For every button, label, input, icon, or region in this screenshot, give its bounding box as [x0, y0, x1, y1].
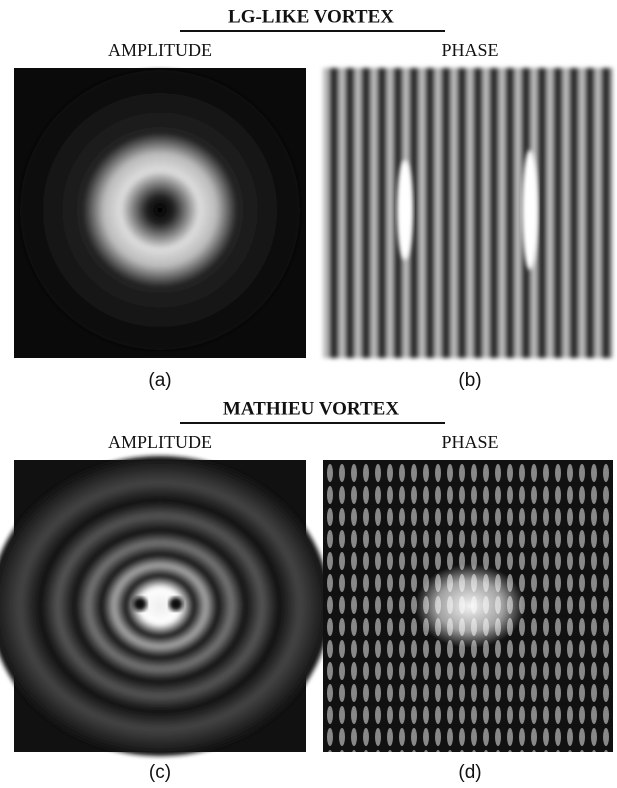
panel-heading: PHASE: [441, 432, 498, 452]
panel-caption: (c): [149, 762, 171, 783]
panel-c-image: [0, 456, 330, 756]
panel-heading: AMPLITUDE: [108, 432, 212, 452]
panel-b-image: [323, 68, 613, 358]
panel-caption: (d): [458, 762, 481, 783]
panel-heading: PHASE: [441, 40, 498, 60]
figure: LG-LIKE VORTEX AMPLITUDE PHASE (a) (b) M…: [0, 0, 617, 788]
panel-heading: AMPLITUDE: [108, 40, 212, 60]
panel-d-image: [323, 460, 613, 752]
panel-a-image: [14, 68, 306, 358]
section-title: MATHIEU VORTEX: [223, 398, 399, 419]
panel-caption: (b): [458, 370, 481, 391]
section-title: LG-LIKE VORTEX: [228, 6, 394, 27]
panel-caption: (a): [148, 370, 171, 391]
